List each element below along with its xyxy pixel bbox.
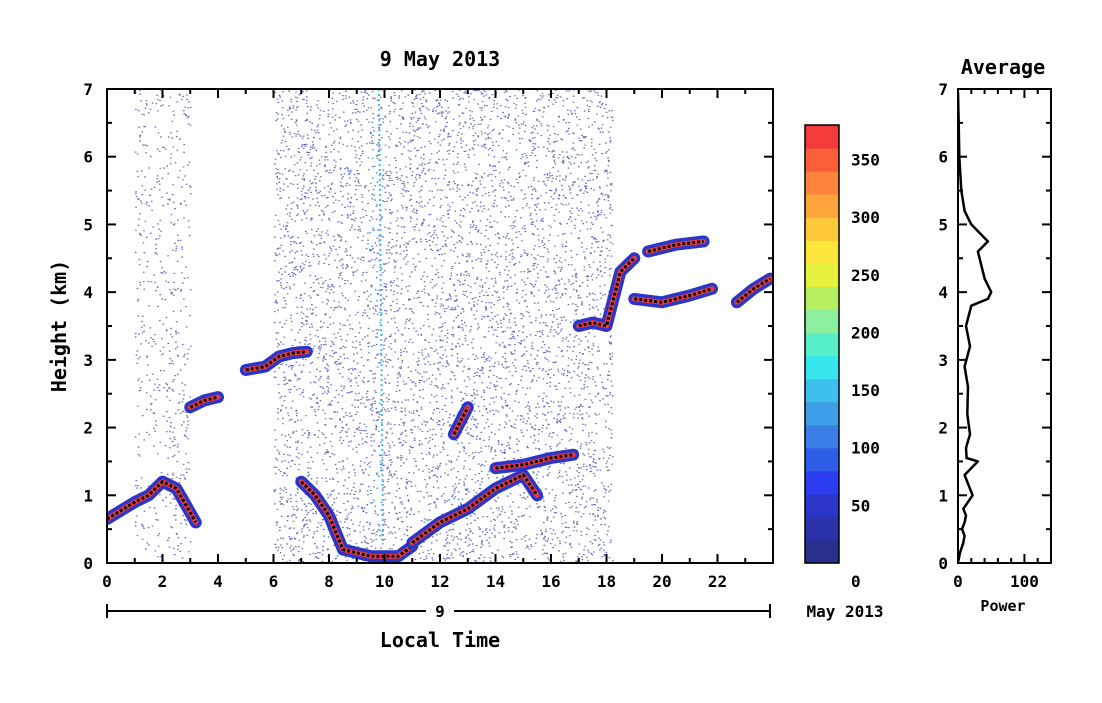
colorbar-segment bbox=[805, 240, 839, 264]
colorbar-tick-label: 350 bbox=[851, 151, 880, 170]
average-title: Average bbox=[961, 55, 1045, 79]
x-tick-label: 4 bbox=[213, 572, 223, 591]
x-tick-label: 16 bbox=[541, 572, 560, 591]
y-tick-label: 4 bbox=[83, 283, 93, 302]
plot-frame bbox=[106, 88, 774, 564]
colorbar-segment bbox=[805, 516, 839, 541]
x-tick-label: 0 bbox=[102, 572, 112, 591]
avg-x-tick-label: 100 bbox=[1010, 572, 1039, 591]
echo-layer-peak bbox=[452, 406, 470, 435]
avg-y-tick-label: 3 bbox=[938, 351, 948, 370]
average-profile bbox=[958, 92, 993, 563]
colorbar-segment bbox=[805, 470, 839, 495]
echo-layer-peak bbox=[300, 480, 414, 558]
day-label: 9 bbox=[435, 602, 445, 621]
colorbar-segment bbox=[805, 194, 839, 218]
avg-y-tick-label: 2 bbox=[938, 419, 948, 438]
x-tick-label: 14 bbox=[486, 572, 505, 591]
y-tick-label: 3 bbox=[83, 351, 93, 370]
noise-speckle bbox=[134, 89, 614, 563]
colorbar-segment bbox=[805, 447, 839, 472]
colorbar-tick-label: 250 bbox=[851, 266, 880, 285]
cyan-streak bbox=[377, 89, 385, 543]
echo-layer-peak bbox=[107, 480, 198, 524]
x-tick-label: 2 bbox=[158, 572, 168, 591]
x-tick-label: 12 bbox=[430, 572, 449, 591]
x-tick-label: 20 bbox=[652, 572, 671, 591]
colorbar-tick-label: 100 bbox=[851, 439, 880, 458]
echo-layer-peak bbox=[189, 395, 219, 409]
avg-y-tick-label: 6 bbox=[938, 148, 948, 167]
y-tick-label: 5 bbox=[83, 215, 93, 234]
colorbar-tick-label: 0 bbox=[851, 572, 861, 591]
avg-y-tick-label: 0 bbox=[938, 554, 948, 573]
heatmap-data bbox=[107, 89, 773, 563]
average-line bbox=[958, 92, 993, 563]
colorbar-segment bbox=[805, 263, 839, 287]
colorbar-segment bbox=[805, 217, 839, 241]
x-tick-label: 8 bbox=[324, 572, 334, 591]
colorbar: 0 50 100 150 200 250 300 350 bbox=[804, 124, 880, 591]
avg-y-tick-label: 4 bbox=[938, 283, 948, 302]
x-tick-label: 6 bbox=[269, 572, 279, 591]
colorbar-segment bbox=[805, 355, 839, 380]
speckle-region bbox=[273, 89, 614, 563]
x-tick-label: 22 bbox=[708, 572, 727, 591]
month-label: May 2013 bbox=[806, 602, 883, 621]
date-bar: 9 May 2013 bbox=[106, 600, 884, 621]
y-axis-label: Height (km) bbox=[47, 260, 71, 392]
colorbar-segment bbox=[805, 539, 839, 564]
echo-layer-peak bbox=[647, 239, 704, 253]
echo-layer-peak bbox=[411, 473, 539, 544]
avg-y-tick-label: 1 bbox=[938, 486, 948, 505]
colorbar-segment bbox=[805, 332, 839, 357]
x-axis-label: Local Time bbox=[380, 628, 500, 652]
colorbar-tick-label: 150 bbox=[851, 381, 880, 400]
colorbar-frame bbox=[804, 124, 840, 564]
colorbar-segment bbox=[805, 424, 839, 449]
echo-layer-peak bbox=[735, 277, 771, 304]
colorbar-segment bbox=[805, 378, 839, 403]
colorbar-tick-label: 300 bbox=[851, 208, 880, 227]
average-plot: 0 1 2 3 4 5 6 7 0 100 bbox=[938, 80, 1052, 591]
speckle-region bbox=[134, 89, 192, 563]
x-tick-label: 10 bbox=[375, 572, 394, 591]
y-tick-label: 7 bbox=[83, 80, 93, 99]
colorbar-segment bbox=[805, 171, 839, 195]
avg-y-tick-label: 5 bbox=[938, 215, 948, 234]
y-tick-label: 6 bbox=[83, 148, 93, 167]
colorbar-segment bbox=[805, 401, 839, 426]
y-tick-label: 2 bbox=[83, 419, 93, 438]
colorbar-tick-label: 50 bbox=[851, 496, 870, 515]
echo-layer-peak bbox=[245, 350, 307, 372]
avg-x-tick-label: 0 bbox=[953, 572, 963, 591]
colorbar-tick-label: 200 bbox=[851, 323, 880, 342]
colorbar-segment bbox=[805, 493, 839, 518]
y-tick-label: 0 bbox=[83, 554, 93, 573]
y-tick-label: 1 bbox=[83, 486, 93, 505]
x-tick-label: 18 bbox=[597, 572, 616, 591]
avg-y-tick-label: 7 bbox=[938, 80, 948, 99]
date-line-mask bbox=[426, 600, 454, 620]
echo-layer-halo bbox=[295, 475, 419, 563]
colorbar-segment bbox=[805, 309, 839, 334]
average-x-label: Power bbox=[980, 597, 1025, 615]
average-axis-ticks: 0 1 2 3 4 5 6 7 0 100 bbox=[938, 80, 1052, 591]
echo-layer-peak bbox=[495, 453, 574, 470]
chart-title: 9 May 2013 bbox=[380, 47, 500, 71]
colorbar-segment bbox=[805, 148, 839, 172]
colorbar-segment bbox=[805, 286, 839, 311]
echo-layer-peak bbox=[578, 257, 636, 328]
colorbar-segment bbox=[805, 125, 839, 149]
echo-layer-peak bbox=[634, 287, 713, 304]
